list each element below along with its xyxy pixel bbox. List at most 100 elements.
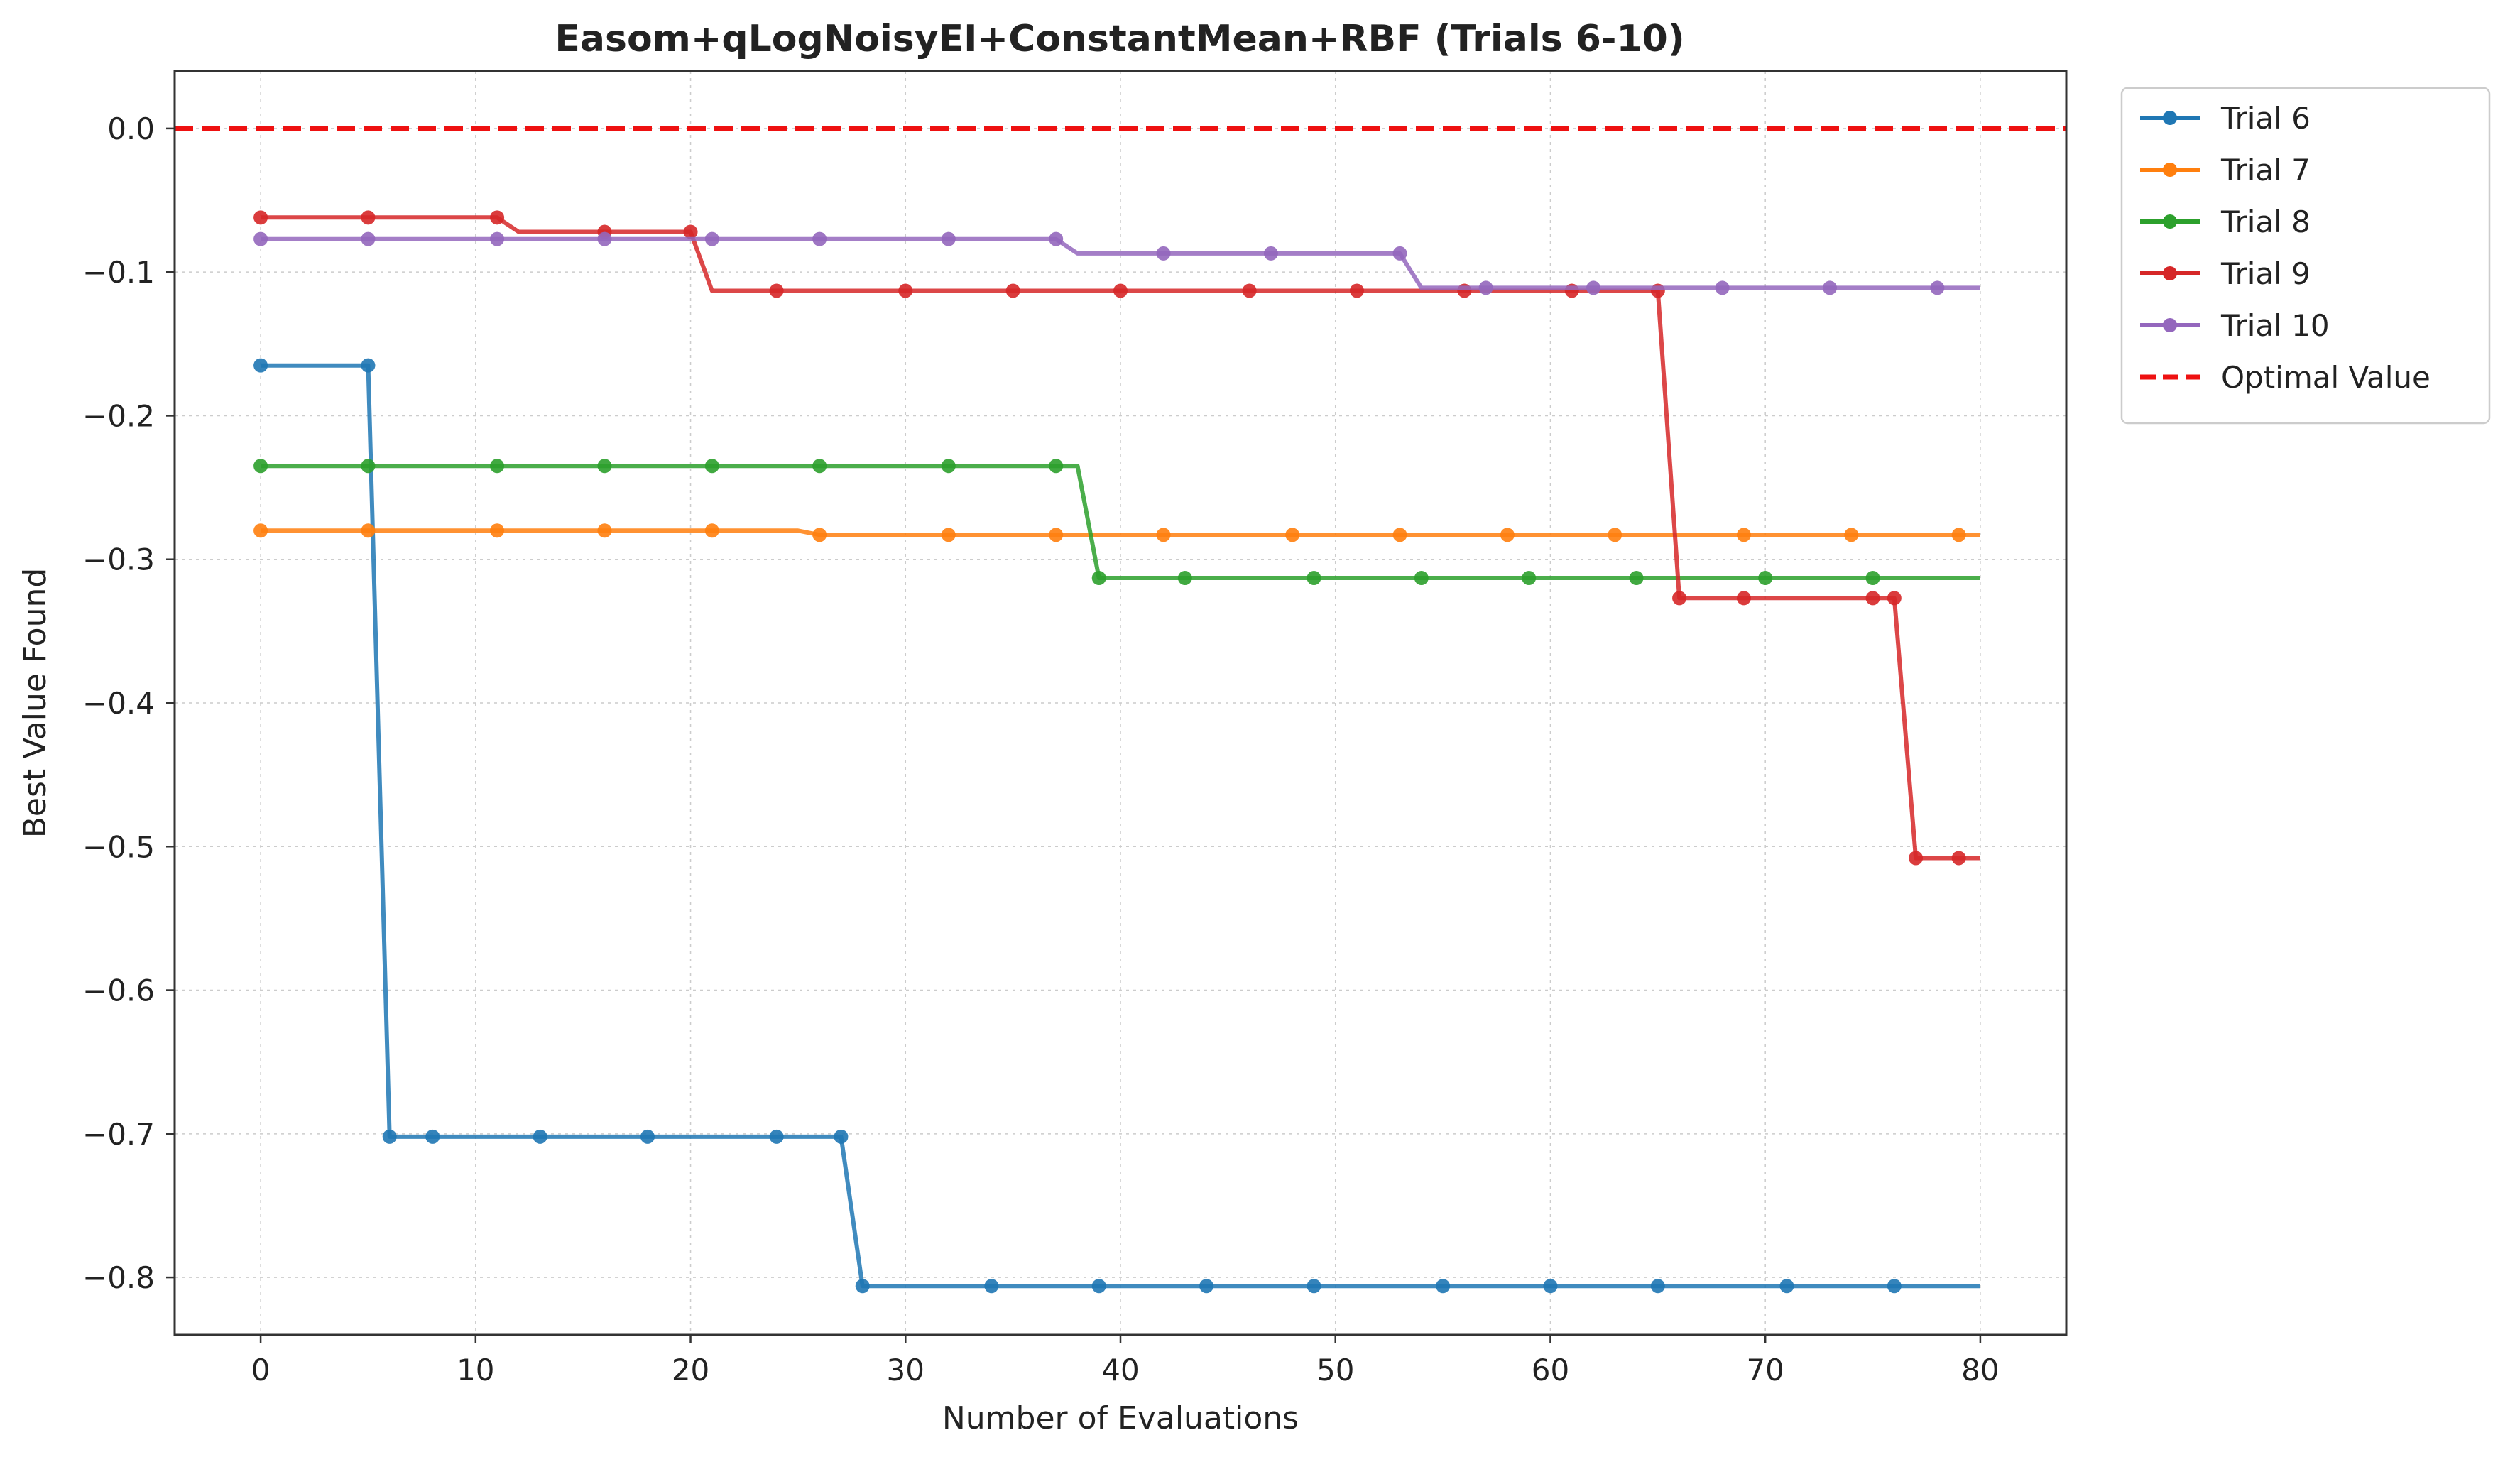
legend-marker xyxy=(2163,111,2177,125)
x-tick-label: 80 xyxy=(1961,1353,1999,1387)
data-point xyxy=(1478,280,1493,295)
y-axis-label: Best Value Found xyxy=(17,568,53,839)
data-point xyxy=(704,231,719,246)
x-tick-label: 70 xyxy=(1746,1353,1784,1387)
data-point xyxy=(1436,1279,1451,1294)
x-tick-label: 0 xyxy=(251,1353,271,1387)
data-point xyxy=(1887,591,1902,606)
data-point xyxy=(361,523,376,538)
data-point xyxy=(1156,528,1171,542)
series-line xyxy=(261,215,1980,861)
data-point xyxy=(941,231,956,246)
data-point xyxy=(361,358,376,373)
series-trial-7 xyxy=(253,523,1980,542)
data-point xyxy=(490,459,505,474)
data-point xyxy=(898,283,913,298)
data-point xyxy=(361,210,376,225)
data-point xyxy=(812,528,827,542)
y-tick-label: −0.7 xyxy=(82,1117,155,1152)
data-point xyxy=(1930,280,1945,295)
data-point xyxy=(1285,528,1300,542)
data-point xyxy=(1736,528,1751,542)
data-point xyxy=(704,523,719,538)
data-point xyxy=(704,459,719,474)
data-point xyxy=(253,358,268,373)
legend-item: Trial 9 xyxy=(2140,256,2311,291)
y-tick-label: −0.3 xyxy=(82,542,155,577)
data-point xyxy=(683,224,698,239)
data-point xyxy=(812,231,827,246)
data-point xyxy=(1199,1279,1214,1294)
data-point xyxy=(490,523,505,538)
data-point xyxy=(941,459,956,474)
data-point xyxy=(1049,459,1064,474)
data-point xyxy=(1414,571,1429,586)
data-point xyxy=(1005,283,1020,298)
x-tick-label: 50 xyxy=(1316,1353,1354,1387)
legend-item: Optimal Value xyxy=(2140,360,2431,395)
legend-label: Trial 9 xyxy=(2220,256,2311,291)
data-point xyxy=(253,459,268,474)
data-point xyxy=(769,1129,784,1144)
legend-label: Trial 8 xyxy=(2220,204,2311,239)
x-axis-label: Number of Evaluations xyxy=(942,1400,1299,1436)
x-tick-label: 10 xyxy=(457,1353,494,1387)
data-point xyxy=(361,231,376,246)
data-point xyxy=(382,1129,397,1144)
data-point xyxy=(1263,246,1278,261)
y-tick-label: −0.5 xyxy=(82,829,155,864)
data-point xyxy=(1758,571,1773,586)
data-point xyxy=(253,210,268,225)
data-point xyxy=(1392,246,1407,261)
data-point xyxy=(1091,1279,1106,1294)
data-point xyxy=(533,1129,547,1144)
data-point xyxy=(941,528,956,542)
legend-marker xyxy=(2163,318,2177,332)
data-point xyxy=(1887,1279,1902,1294)
axes: 0 10 20 30 40 50 60 70 80 0.0 −0.1 −0.2 −0.3 −0.4 −0.5… xyxy=(82,111,2000,1387)
legend-marker xyxy=(2163,214,2177,229)
x-tick-label: 40 xyxy=(1101,1353,1139,1387)
data-point xyxy=(1392,528,1407,542)
y-tick-label: 0.0 xyxy=(107,111,155,146)
legend-item: Trial 7 xyxy=(2140,153,2311,187)
data-point xyxy=(855,1279,870,1294)
data-point xyxy=(1242,283,1257,298)
data-point xyxy=(1823,280,1837,295)
data-point xyxy=(984,1279,999,1294)
legend-label: Trial 7 xyxy=(2220,153,2311,187)
data-point xyxy=(1543,1279,1558,1294)
data-point xyxy=(597,523,612,538)
legend-label: Trial 10 xyxy=(2220,308,2330,343)
data-point xyxy=(597,231,612,246)
data-point xyxy=(490,210,505,225)
y-tick-label: −0.6 xyxy=(82,973,155,1008)
grid-lines xyxy=(175,71,2066,1335)
data-point xyxy=(1307,1279,1321,1294)
data-point xyxy=(1156,246,1171,261)
data-point xyxy=(1650,1279,1665,1294)
data-point xyxy=(1177,571,1192,586)
legend-label: Trial 6 xyxy=(2220,101,2311,136)
chart-title: Easom+qLogNoisyEI+ConstantMean+RBF (Tria… xyxy=(555,18,1684,60)
series-line xyxy=(261,236,1980,290)
data-point xyxy=(253,231,268,246)
y-tick-label: −0.2 xyxy=(82,398,155,433)
data-point xyxy=(490,231,505,246)
legend-marker xyxy=(2163,163,2177,177)
data-point xyxy=(1865,591,1880,606)
data-point xyxy=(1049,231,1064,246)
series-trial-8 xyxy=(253,459,1980,586)
data-point xyxy=(597,459,612,474)
data-point xyxy=(812,459,827,474)
series-trial-6 xyxy=(253,358,1980,1294)
legend-item: Trial 10 xyxy=(2140,308,2330,343)
series-line xyxy=(261,363,1980,1289)
series-layer xyxy=(175,126,2066,1294)
data-point xyxy=(1715,280,1730,295)
data-point xyxy=(1113,283,1128,298)
x-tick-label: 60 xyxy=(1532,1353,1569,1387)
data-point xyxy=(1779,1279,1794,1294)
